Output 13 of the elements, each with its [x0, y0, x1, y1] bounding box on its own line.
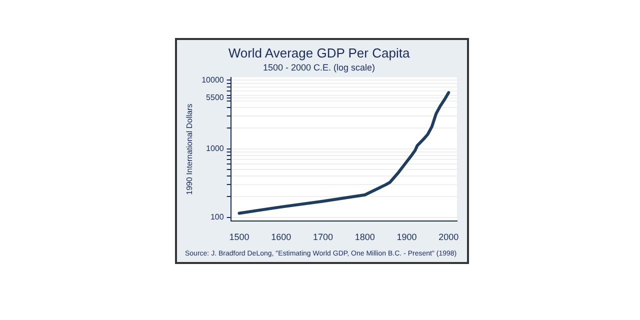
- chart-title: World Average GDP Per Capita: [228, 45, 410, 60]
- y-tick-label: 1000: [206, 144, 224, 154]
- x-tick-label: 1800: [354, 232, 375, 242]
- x-tick-label: 2000: [438, 232, 459, 242]
- y-tick-label: 5500: [206, 93, 224, 102]
- x-tick-label: 1500: [229, 232, 250, 242]
- chart-subtitle: 1500 - 2000 C.E. (log scale): [262, 62, 376, 72]
- x-tick-label: 1600: [271, 232, 292, 242]
- y-axis-title: 1990 International Dollars: [185, 104, 194, 195]
- x-tick-label: 1900: [396, 232, 417, 242]
- y-tick-label: 10000: [202, 75, 224, 84]
- y-tick-label: 100: [210, 212, 224, 222]
- x-tick-label: 1700: [312, 232, 333, 242]
